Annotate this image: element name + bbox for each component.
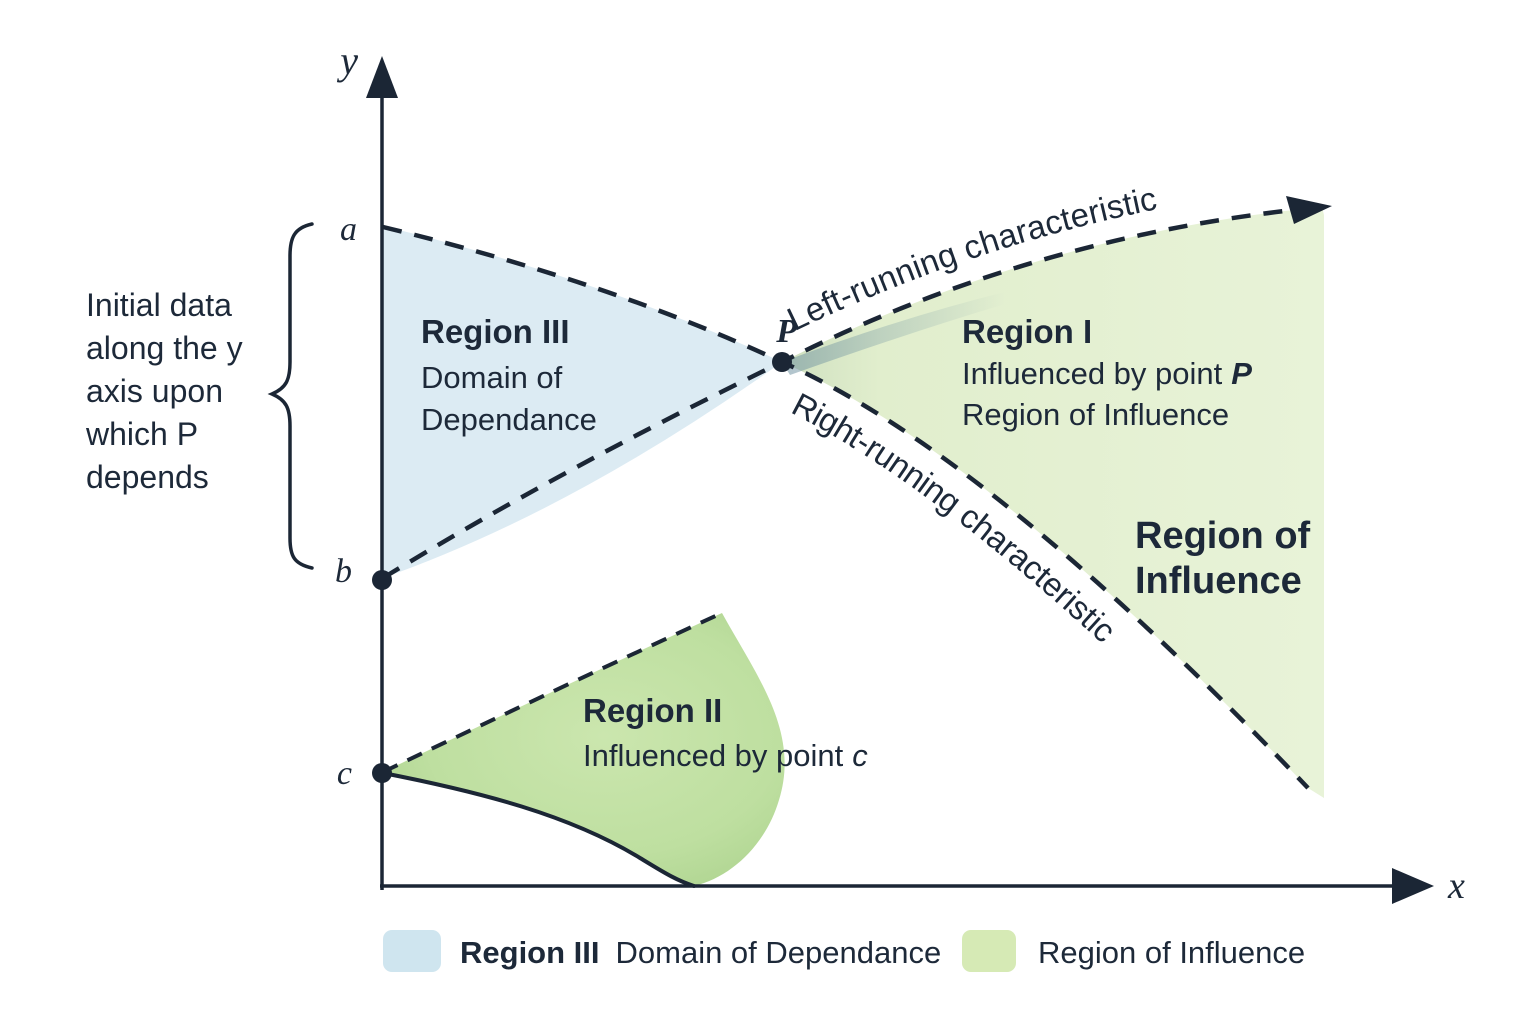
left-characteristic-arrowhead-icon [1286,196,1332,224]
region-i-fill [782,207,1324,798]
point-c-inline: c [852,738,868,773]
legend-item-influence: Region of Influence [1038,935,1305,970]
y-axis-arrowhead-icon [366,56,398,98]
legend-swatch-green [962,930,1016,972]
legend-item-dependence: Region III Domain of Dependance [460,935,941,970]
point-p-dot [772,352,792,372]
x-axis-arrowhead-icon [1392,868,1434,904]
region-iii-line2: Dependance [421,402,597,437]
point-b-label: b [335,553,352,590]
region-i-line1: Influenced by point P [962,356,1252,391]
region-iii-title: Region III [421,313,570,350]
legend: Region III Domain of Dependance Region of… [383,930,1305,972]
region-ii-title: Region II [583,692,722,729]
y-axis-label: y [336,38,358,83]
point-p-label: P [775,313,797,350]
annotation-line: axis upon [86,373,223,409]
initial-data-annotation: Initial data along the y axis upon which… [85,287,243,495]
region-iii-line1: Domain of [421,360,563,395]
region-of-influence-label: Region of Influence [1135,515,1311,602]
point-a-label: a [340,211,357,248]
region-iii-fill [383,226,782,578]
annotation-line: depends [86,459,209,495]
annotation-line: Initial data [86,287,232,323]
brace-icon [267,222,314,570]
legend-swatch-blue [383,930,441,972]
influence-line2: Influence [1135,560,1302,602]
point-b-dot [372,570,392,590]
region-ii-fill [383,613,785,886]
point-c-label: c [337,755,352,792]
annotation-line: which P [85,416,198,452]
influence-line1: Region of [1135,515,1311,557]
region-ii-label: Region II Influenced by point c [583,692,868,773]
point-p-inline: P [1231,356,1252,391]
region-i-label: Region I Influenced by point P Region of … [962,313,1252,432]
region-ii-line1: Influenced by point c [583,738,868,773]
x-axis-label: x [1447,865,1465,907]
region-i-line2: Region of Influence [962,397,1229,432]
region-iii-label: Region III Domain of Dependance [421,313,597,437]
region-i-title: Region I [962,313,1092,350]
annotation-line: along the y [86,330,243,366]
point-c-dot [372,763,392,783]
overlap-sliver [782,292,1005,375]
